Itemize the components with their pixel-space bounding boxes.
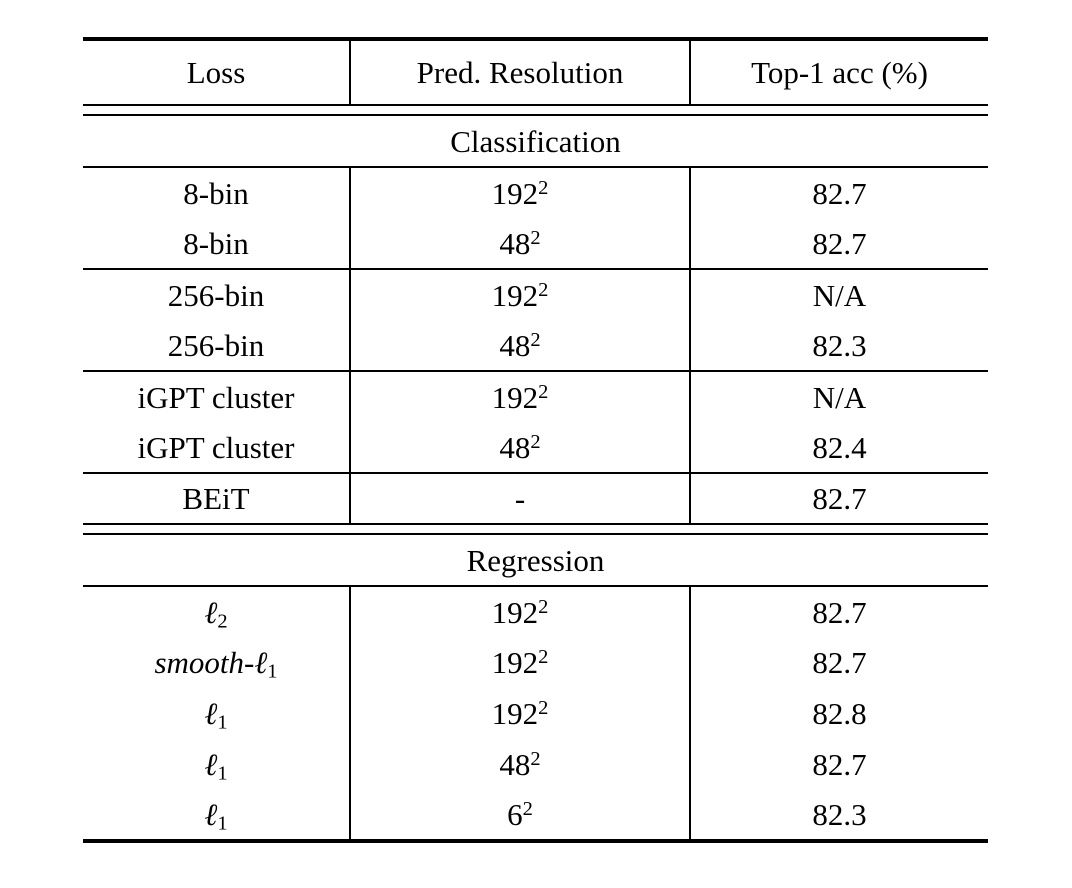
table-row: smooth-ℓ1 1922 82.7 xyxy=(83,637,988,688)
cell-resolution: 1922 xyxy=(349,268,690,320)
cell-accuracy: 82.8 xyxy=(689,688,988,739)
table-row: BEiT - 82.7 xyxy=(83,472,988,524)
cell-loss: ℓ1 xyxy=(204,747,228,785)
cell-resolution: 1922 xyxy=(349,637,690,688)
cell-loss: 256-bin xyxy=(83,268,350,320)
table-row: 256-bin 1922 N/A xyxy=(83,268,988,320)
cell-resolution: 62 xyxy=(349,790,690,841)
cell-loss: smooth-ℓ1 xyxy=(154,645,278,683)
cell-accuracy: 82.3 xyxy=(689,790,988,841)
cell-resolution: 1922 xyxy=(349,370,690,422)
cell-accuracy: 82.4 xyxy=(689,422,988,473)
table-row: 8-bin 1922 82.7 xyxy=(83,167,988,218)
cell-loss: ℓ1 xyxy=(204,797,228,835)
cell-accuracy: 82.7 xyxy=(689,167,988,218)
cell-accuracy: N/A xyxy=(689,370,988,422)
cell-resolution: 482 xyxy=(349,320,690,371)
section-title: Classification xyxy=(83,115,988,168)
table-row: ℓ1 1922 82.8 xyxy=(83,688,988,739)
column-header-resolution: Pred. Resolution xyxy=(349,39,690,105)
table-header-row: Loss Pred. Resolution Top-1 acc (%) xyxy=(83,39,988,105)
cell-loss: 8-bin xyxy=(183,175,249,211)
results-table: Loss Pred. Resolution Top-1 acc (%) Clas… xyxy=(83,37,988,843)
section-header-regression: Regression xyxy=(83,534,988,587)
cell-loss: iGPT cluster xyxy=(83,370,350,422)
table-row: 256-bin 482 82.3 xyxy=(83,320,988,371)
cell-resolution: 482 xyxy=(349,422,690,473)
cell-loss: BEiT xyxy=(83,472,350,524)
table-row: ℓ1 62 82.3 xyxy=(83,790,988,841)
cell-loss: 256-bin xyxy=(167,327,265,363)
cell-accuracy: 82.3 xyxy=(689,320,988,371)
column-header-accuracy: Top-1 acc (%) xyxy=(689,39,988,105)
cell-accuracy: 82.7 xyxy=(689,637,988,688)
cell-loss: 8-bin xyxy=(183,225,249,261)
cell-loss: ℓ2 xyxy=(204,594,228,632)
cell-accuracy: 82.7 xyxy=(689,586,988,637)
cell-resolution: 482 xyxy=(349,218,690,269)
cell-resolution: 1922 xyxy=(349,586,690,637)
double-rule xyxy=(83,104,988,116)
cell-resolution: 1922 xyxy=(349,688,690,739)
cell-accuracy: 82.7 xyxy=(689,218,988,269)
cell-accuracy: 82.7 xyxy=(689,739,988,790)
section-title: Regression xyxy=(83,534,988,587)
table-row: iGPT cluster 1922 N/A xyxy=(83,370,988,422)
table-row: ℓ2 1922 82.7 xyxy=(83,586,988,637)
results-table-container: Loss Pred. Resolution Top-1 acc (%) Clas… xyxy=(83,37,988,843)
cell-resolution: - xyxy=(349,472,690,524)
table-row: 8-bin 482 82.7 xyxy=(83,218,988,269)
cell-loss: ℓ1 xyxy=(204,696,228,734)
cell-loss: iGPT cluster xyxy=(137,429,295,465)
section-header-classification: Classification xyxy=(83,115,988,168)
cell-accuracy: N/A xyxy=(689,268,988,320)
column-header-loss: Loss xyxy=(186,55,246,90)
cell-resolution: 1922 xyxy=(349,167,690,218)
double-rule xyxy=(83,523,988,535)
table-row: ℓ1 482 82.7 xyxy=(83,739,988,790)
cell-accuracy: 82.7 xyxy=(689,472,988,524)
table-row: iGPT cluster 482 82.4 xyxy=(83,422,988,473)
cell-resolution: 482 xyxy=(349,739,690,790)
